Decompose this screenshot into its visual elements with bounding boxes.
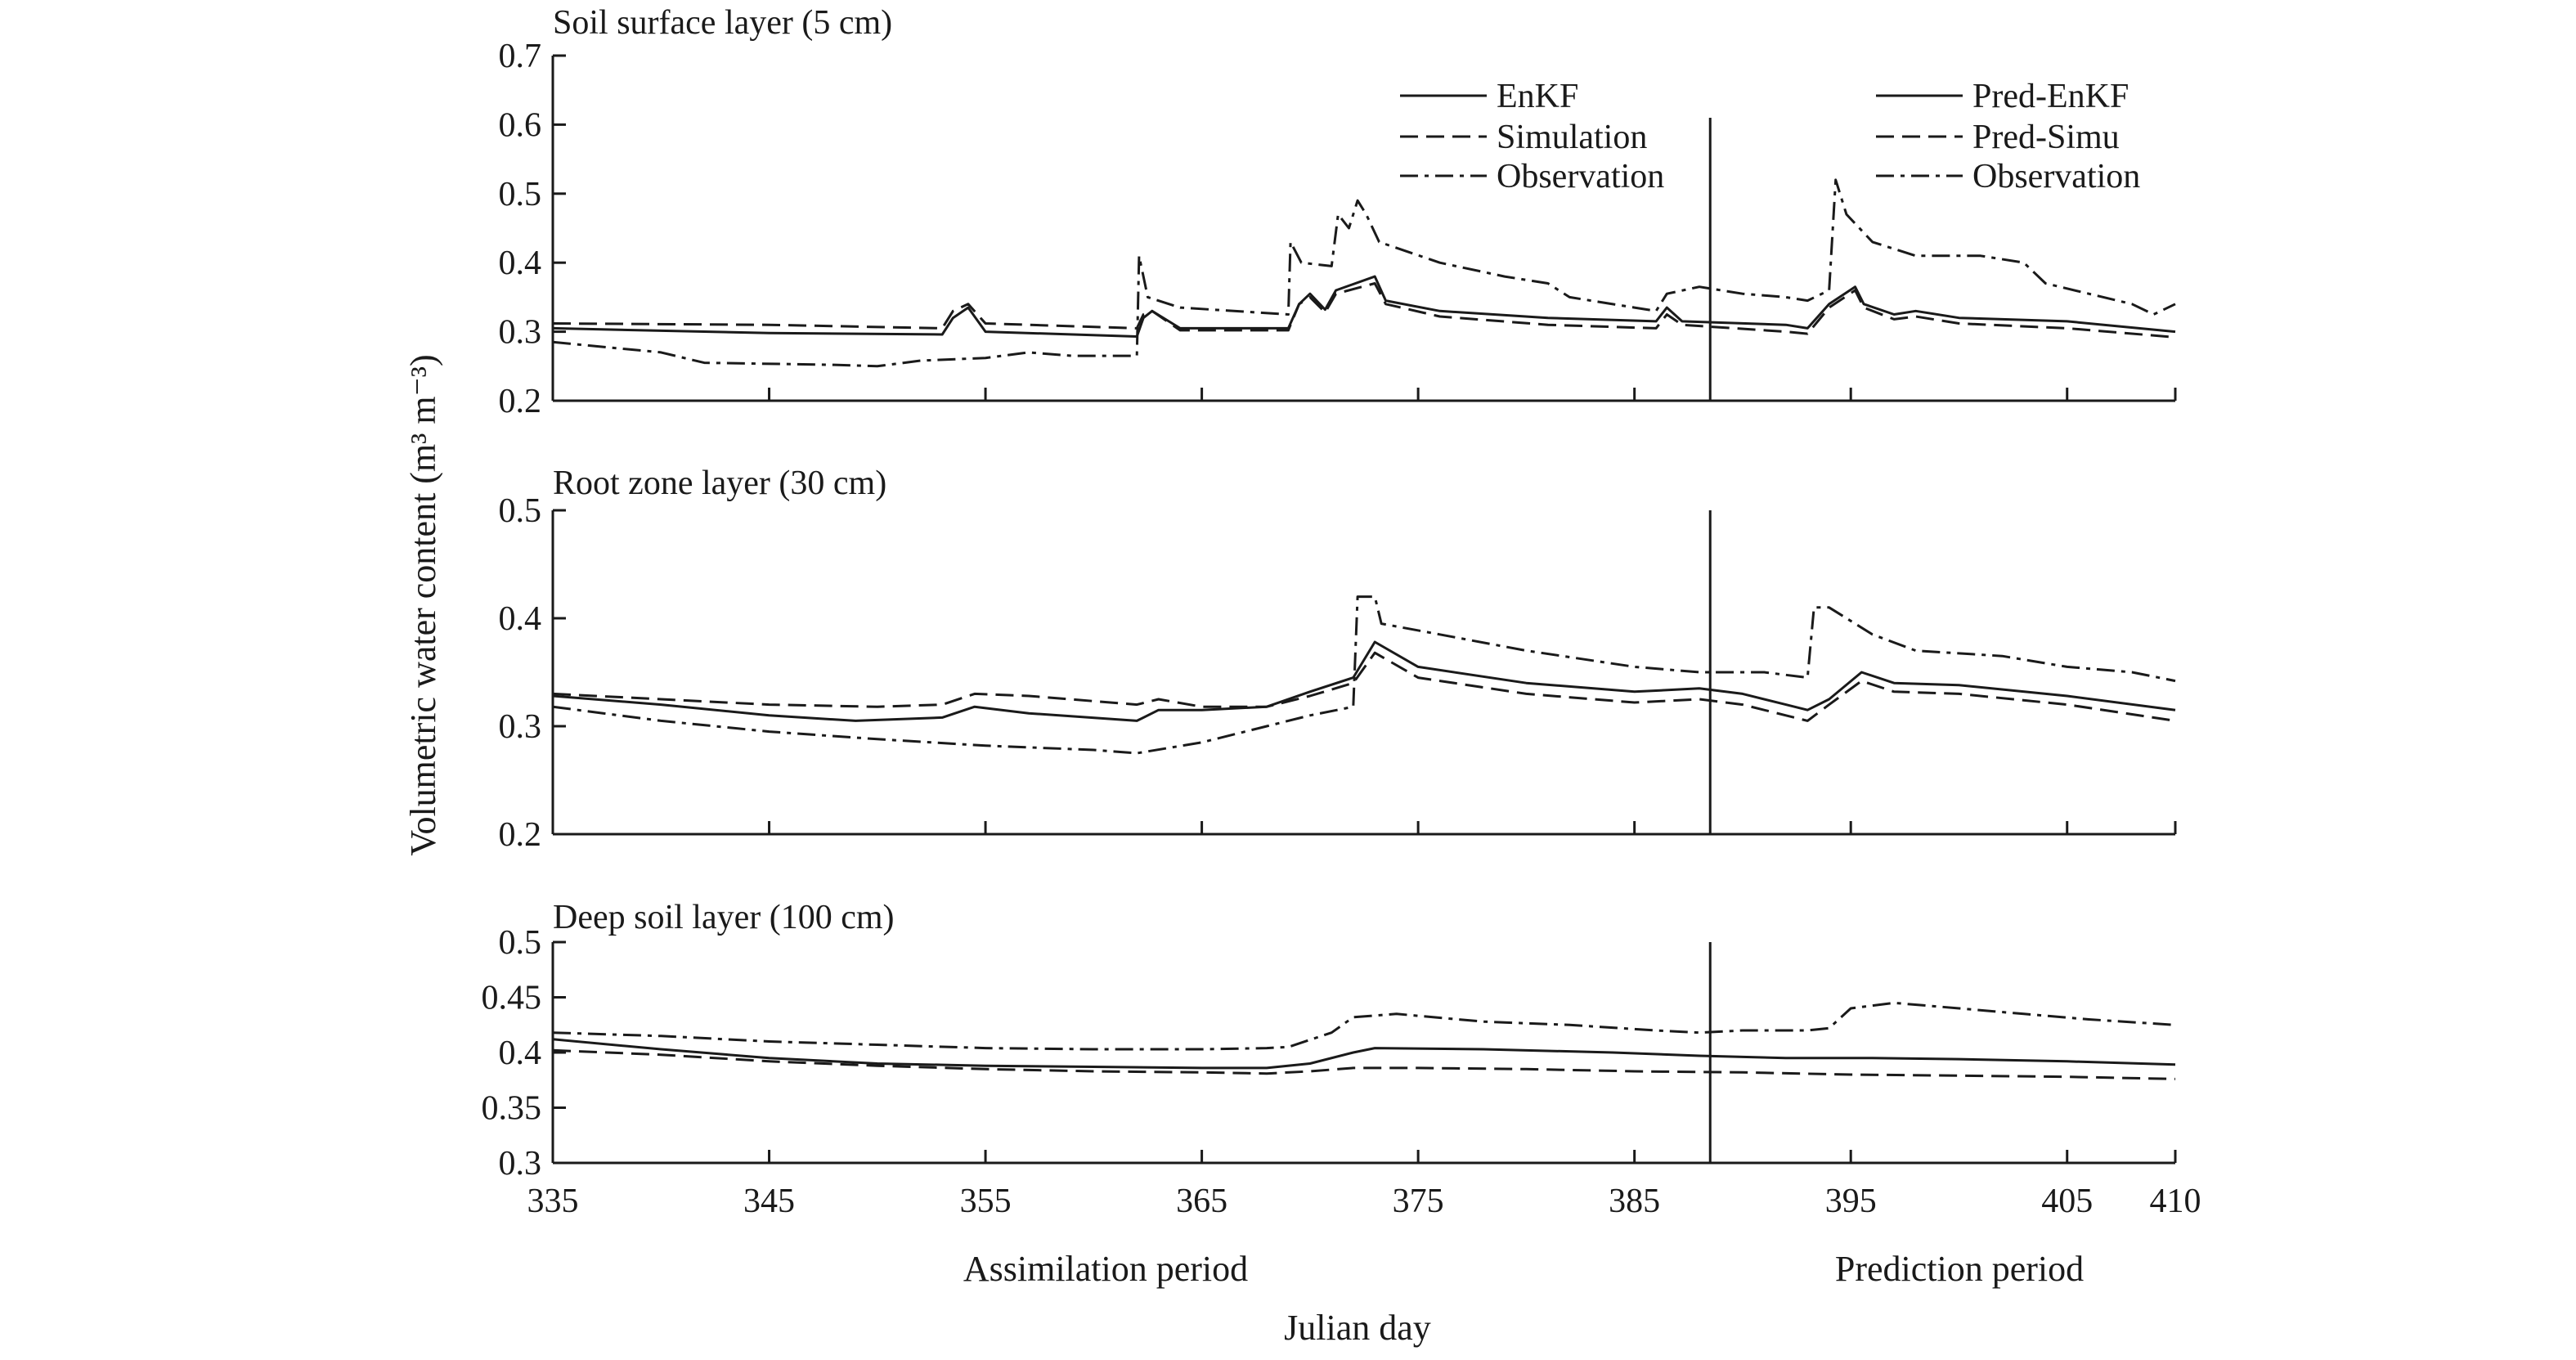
panel-1-series-enkf (552, 640, 2176, 722)
panel-2-ytick-label: 0.45 (482, 980, 542, 1017)
panel-1-ytick-label: 0.5 (499, 492, 542, 530)
panel-0-series-enkf (552, 275, 2176, 338)
legend-label-simulation: Simulation (1497, 119, 1647, 156)
xtick-label: 345 (743, 1183, 795, 1220)
legend-label-enkf: EnKF (1497, 78, 1578, 115)
panel-1-ytick-label: 0.2 (499, 816, 542, 854)
panel-1-ytick-label: 0.4 (499, 600, 542, 638)
legend-label-pred-simu: Pred-Simu (1972, 119, 2120, 156)
xtick-label: 395 (1825, 1183, 1877, 1220)
panel-0-ytick-label: 0.4 (499, 245, 542, 282)
legend-label-pred-observation: Observation (1972, 158, 2140, 195)
chart-marks: 0.2 0.3 0.4 0.5 0.6 0.7 0.2 0.3 0.4 0.5 0.3 0.35 0.4… (482, 38, 2201, 1220)
panel-0-ytick-label: 0.5 (499, 176, 542, 213)
panel-1-series-observation (552, 595, 2176, 755)
panel-title-root: Root zone layer (30 cm) (553, 465, 886, 502)
panel-0-series-simulation (552, 282, 2176, 339)
panel-2-series-observation (552, 1001, 2176, 1051)
xtick-label: 405 (2041, 1183, 2093, 1220)
panel-0-series-observation (552, 178, 2176, 368)
panel-1-series-simulation (552, 651, 2176, 722)
xtick-label: 385 (1609, 1183, 1660, 1220)
panel-2-series-simulation (552, 1048, 2176, 1080)
xtick-label: 410 (2150, 1183, 2201, 1220)
assimilation-period-label: Assimilation period (963, 1249, 1248, 1289)
panel-0-ytick-label: 0.2 (499, 383, 542, 420)
xtick-label: 355 (960, 1183, 1012, 1220)
legend-label-observation: Observation (1497, 158, 1664, 195)
legend-label-pred-enkf: Pred-EnKF (1972, 78, 2129, 115)
panel-2-ytick-label: 0.4 (499, 1035, 542, 1072)
panel-title-deep: Deep soil layer (100 cm) (553, 899, 895, 936)
panel-2-ytick-label: 0.5 (499, 924, 542, 962)
panel-2-series-enkf (552, 1038, 2176, 1070)
prediction-period-label: Prediction period (1835, 1249, 2084, 1289)
panel-2-ytick-label: 0.3 (499, 1145, 542, 1183)
xtick-label: 365 (1176, 1183, 1227, 1220)
panel-2-ytick-label: 0.35 (482, 1090, 542, 1128)
y-axis-title: Volumetric water content (m³ m⁻³) (403, 354, 443, 855)
panel-0-ytick-label: 0.6 (499, 106, 542, 144)
panel-0-ytick-label: 0.7 (499, 38, 542, 75)
xtick-label: 375 (1393, 1183, 1444, 1220)
panel-0-ytick-label: 0.3 (499, 314, 542, 352)
panel-1-ytick-label: 0.3 (499, 708, 542, 746)
legend-left: EnKF Simulation Observation (1400, 78, 1664, 195)
panel-title-surface: Soil surface layer (5 cm) (553, 4, 892, 42)
x-axis-title: Julian day (1284, 1308, 1431, 1348)
legend-right: Pred-EnKF Pred-Simu Observation (1876, 78, 2140, 195)
xtick-label: 335 (527, 1183, 579, 1220)
